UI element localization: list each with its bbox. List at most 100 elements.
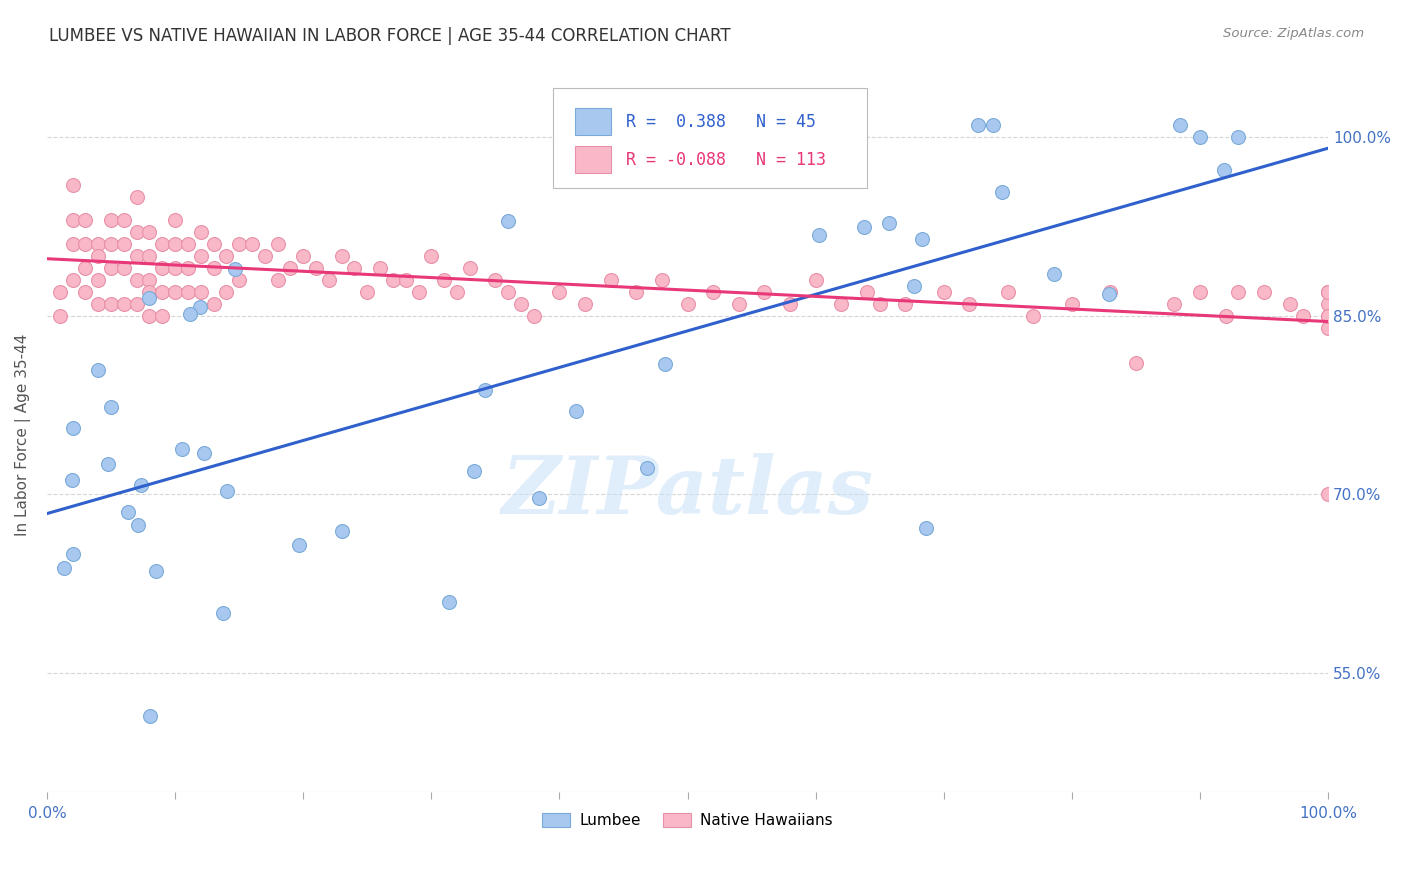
Point: [496, 285, 519, 299]
Point: [165, 260, 187, 275]
Point: [87, 249, 110, 263]
Point: [356, 285, 378, 299]
Point: [1317, 285, 1340, 299]
Point: [523, 309, 546, 323]
Point: [853, 220, 876, 235]
Point: [1317, 285, 1340, 299]
Point: [62, 273, 84, 287]
Point: [636, 460, 658, 475]
Point: [224, 262, 246, 277]
Point: [527, 491, 550, 505]
Y-axis label: In Labor Force | Age 35-44: In Labor Force | Age 35-44: [15, 334, 31, 536]
Point: [932, 285, 955, 299]
Point: [165, 237, 187, 252]
Point: [112, 296, 135, 310]
Point: [62, 178, 84, 192]
Point: [177, 237, 200, 252]
Point: [830, 296, 852, 310]
Point: [626, 285, 648, 299]
Point: [62, 213, 84, 227]
Point: [1317, 309, 1340, 323]
Point: [212, 606, 235, 620]
Point: [1215, 309, 1237, 323]
Point: [177, 260, 200, 275]
Point: [1043, 267, 1066, 281]
Point: [170, 442, 193, 457]
Point: [100, 260, 122, 275]
Point: [215, 484, 238, 499]
Point: [138, 273, 160, 287]
Point: [856, 285, 879, 299]
Point: [727, 296, 749, 310]
Point: [1317, 309, 1340, 323]
Point: [129, 478, 152, 492]
Point: [280, 260, 302, 275]
Point: [190, 285, 212, 299]
Point: [420, 249, 443, 263]
Point: [997, 285, 1019, 299]
Point: [165, 285, 187, 299]
Point: [651, 273, 673, 287]
Point: [202, 237, 225, 252]
Point: [381, 273, 404, 287]
Point: [112, 213, 135, 227]
Point: [215, 249, 238, 263]
Point: [138, 225, 160, 239]
Point: [1125, 356, 1147, 370]
Point: [903, 278, 925, 293]
Point: [1317, 320, 1340, 334]
Point: [228, 273, 250, 287]
Point: [202, 296, 225, 310]
Point: [408, 285, 430, 299]
Point: [202, 260, 225, 275]
Point: [911, 232, 934, 246]
Point: [150, 237, 173, 252]
Point: [498, 214, 520, 228]
Point: [1291, 309, 1313, 323]
Point: [1098, 287, 1121, 301]
Point: [395, 273, 418, 287]
Point: [87, 273, 110, 287]
Point: [62, 421, 84, 435]
Point: [100, 296, 122, 310]
Point: [100, 237, 122, 252]
Point: [702, 285, 724, 299]
Point: [807, 227, 830, 242]
Point: [474, 384, 496, 398]
Point: [292, 249, 315, 263]
Point: [1189, 130, 1212, 145]
Point: [266, 273, 288, 287]
Point: [1099, 285, 1122, 299]
Point: [49, 285, 72, 299]
Point: [330, 249, 353, 263]
Point: [1227, 130, 1250, 145]
Point: [1253, 285, 1275, 299]
Point: [138, 291, 160, 305]
Point: [215, 285, 238, 299]
Point: [100, 213, 122, 227]
Point: [433, 273, 456, 287]
Point: [100, 400, 122, 414]
Point: [654, 357, 676, 371]
Point: [150, 285, 173, 299]
Point: [145, 564, 167, 578]
Point: [188, 300, 211, 314]
Point: [125, 249, 148, 263]
Point: [177, 285, 200, 299]
Point: [877, 216, 900, 230]
Point: [125, 273, 148, 287]
Point: [983, 118, 1005, 132]
Point: [138, 285, 160, 299]
Point: [125, 189, 148, 203]
Point: [957, 296, 980, 310]
Point: [138, 709, 160, 723]
Point: [190, 249, 212, 263]
Point: [1189, 285, 1212, 299]
Point: [228, 237, 250, 252]
Point: [548, 285, 571, 299]
Point: [75, 237, 97, 252]
Point: [463, 464, 485, 478]
Point: [87, 296, 110, 310]
Point: [138, 309, 160, 323]
Point: [368, 260, 391, 275]
